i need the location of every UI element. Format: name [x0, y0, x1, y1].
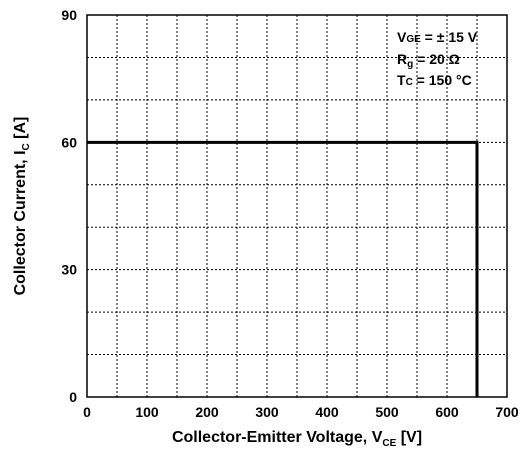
y-axis-label: Collector Current, IC [A]: [12, 117, 32, 296]
x-axis-label-unit: [V]: [396, 429, 422, 446]
y-tick-label: 30: [61, 262, 77, 278]
y-axis-label-main: Collector Current, I: [12, 150, 29, 295]
x-tick-label: 600: [435, 404, 459, 420]
x-axis-label: Collector-Emitter Voltage, VCE [V]: [172, 429, 422, 449]
y-tick-labels: 0 30 60 90: [61, 7, 77, 405]
x-tick-label: 100: [135, 404, 159, 420]
plot-frame: [86, 14, 508, 398]
x-axis-label-main: Collector-Emitter Voltage, V: [172, 429, 383, 446]
conditions-annotation: VGE = ± 15 V Rg = 20 Ω TC = 150 °C: [397, 29, 478, 88]
x-tick-label: 700: [495, 404, 519, 420]
annotation-rg: Rg = 20 Ω: [397, 51, 460, 70]
x-tick-label: 300: [255, 404, 279, 420]
x-axis-label-sub: CE: [382, 438, 396, 449]
x-tick-label: 500: [375, 404, 399, 420]
y-axis-label-sub: C: [21, 143, 32, 150]
x-tick-label: 400: [315, 404, 339, 420]
y-tick-label: 0: [69, 389, 77, 405]
y-axis-label-unit: [A]: [12, 117, 29, 144]
x-tick-labels: 0 100 200 300 400 500 600 700: [83, 404, 519, 420]
annotation-vge: VGE = ± 15 V: [397, 29, 478, 45]
y-tick-label: 60: [61, 134, 77, 150]
x-tick-label: 0: [83, 404, 91, 420]
x-tick-label: 200: [195, 404, 219, 420]
y-tick-label: 90: [61, 7, 77, 23]
annotation-tc: TC = 150 °C: [397, 72, 472, 88]
series-layer: [87, 140, 479, 397]
series-line-0: [87, 140, 479, 397]
